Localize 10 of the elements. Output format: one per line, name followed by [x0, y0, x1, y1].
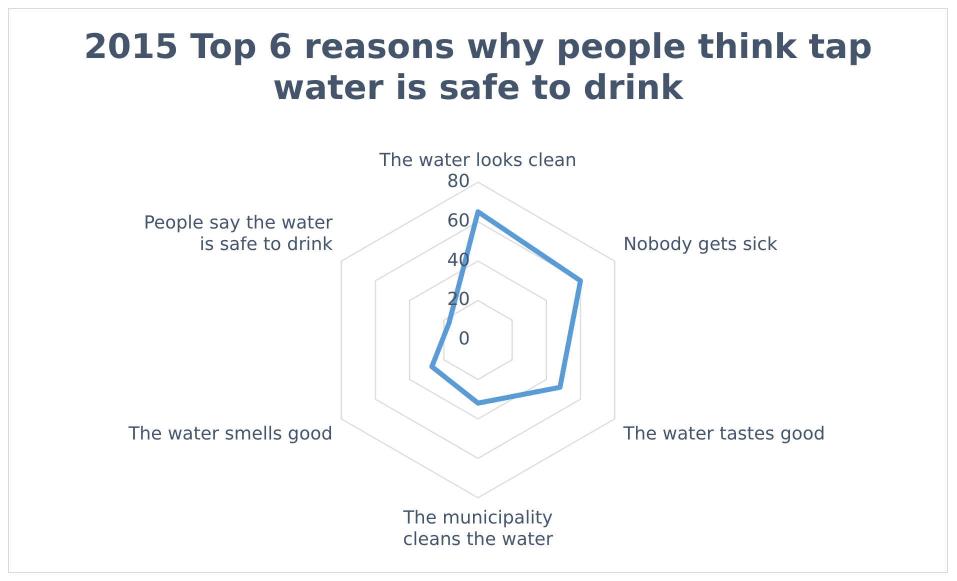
spoke-label: The water smells good — [128, 423, 333, 444]
spoke-label: The water tastes good — [622, 423, 826, 444]
y-tick-label: 80 — [447, 170, 470, 192]
y-tick-label: 60 — [447, 210, 470, 232]
spoke-label: The water looks clean — [378, 150, 577, 172]
spoke-label: The municipality cleans the water — [402, 507, 554, 550]
spoke-label: People say the water is safe to drink — [144, 212, 334, 255]
y-tick-label: 0 — [458, 328, 470, 350]
spoke-label: Nobody gets sick — [623, 234, 778, 255]
chart-title: 2015 Top 6 reasons why people think tap water is safe to drink — [84, 27, 872, 108]
